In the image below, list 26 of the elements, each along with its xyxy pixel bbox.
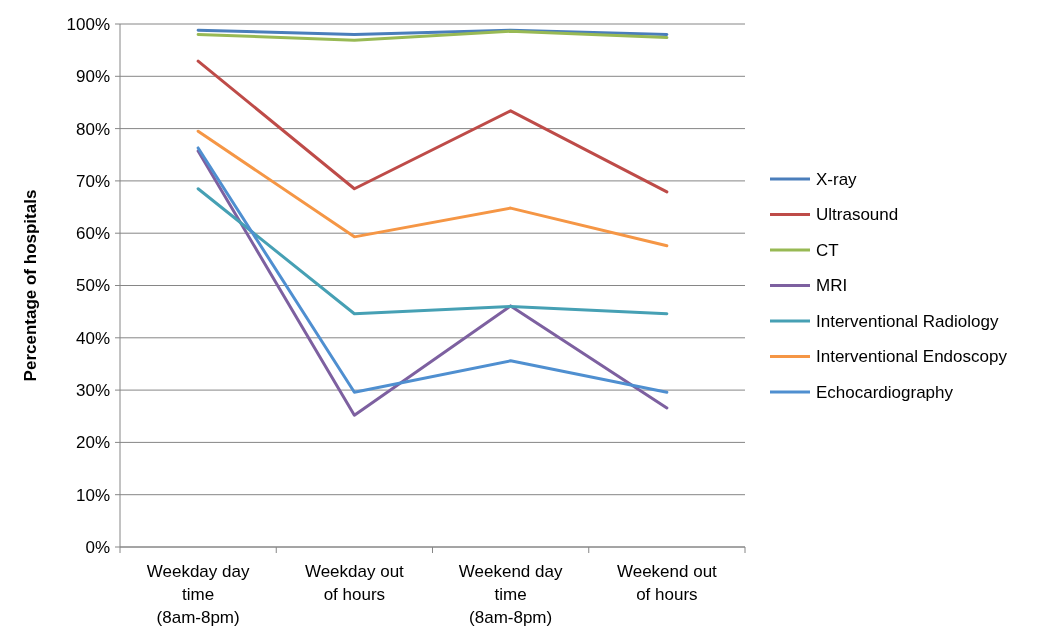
- x-tick-label: Weekend out of hours: [616, 562, 718, 604]
- y-tick-label: 20%: [75, 433, 110, 453]
- legend-label: Ultrasound: [816, 205, 899, 225]
- x-tick-label: Weekend day time (8am-8pm): [458, 562, 563, 627]
- legend-label: MRI: [816, 276, 848, 296]
- y-tick-label: 10%: [75, 485, 110, 505]
- y-axis-title: Percentage of hospitals: [21, 189, 40, 382]
- line-series: [196, 59, 669, 194]
- legend-label: Echocardiography: [816, 382, 954, 402]
- legend-label: Interventional Radiology: [816, 311, 999, 331]
- line-series: [196, 129, 669, 248]
- y-tick-label: 30%: [75, 381, 110, 401]
- legend-label: CT: [816, 240, 839, 260]
- y-tick-label: 90%: [75, 67, 110, 87]
- y-tick-label: 50%: [75, 276, 110, 296]
- y-tick-label: 80%: [75, 119, 110, 139]
- y-tick-label: 60%: [75, 224, 110, 244]
- x-tick-label: Weekday out of hours: [304, 562, 405, 604]
- y-tick-label: 0%: [85, 537, 110, 557]
- line-series: [196, 29, 669, 42]
- x-tick-label: Weekday day time (8am-8pm): [146, 562, 250, 627]
- y-tick-label: 40%: [75, 328, 110, 348]
- legend-label: X-ray: [816, 169, 858, 189]
- y-tick-label: 70%: [75, 171, 110, 191]
- legend-label: Interventional Endoscopy: [816, 347, 1008, 367]
- y-tick-label: 100%: [66, 14, 110, 34]
